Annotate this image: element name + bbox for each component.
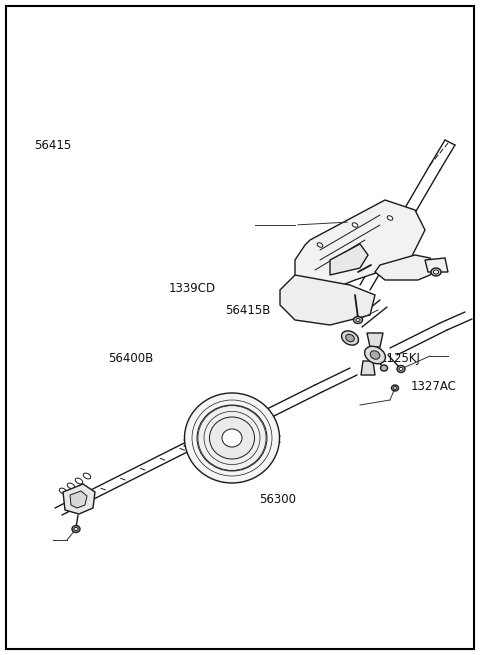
Text: 1339CD: 1339CD bbox=[169, 282, 216, 295]
Polygon shape bbox=[375, 255, 435, 280]
Ellipse shape bbox=[353, 316, 362, 324]
Ellipse shape bbox=[365, 346, 385, 364]
Text: 1125KJ: 1125KJ bbox=[379, 352, 420, 365]
Ellipse shape bbox=[352, 223, 358, 227]
Text: 56300: 56300 bbox=[259, 493, 296, 506]
Polygon shape bbox=[367, 333, 383, 347]
Ellipse shape bbox=[184, 393, 279, 483]
Polygon shape bbox=[425, 258, 448, 272]
Ellipse shape bbox=[399, 367, 403, 371]
Polygon shape bbox=[70, 491, 87, 508]
Ellipse shape bbox=[209, 417, 254, 459]
Text: 56415B: 56415B bbox=[225, 304, 270, 317]
Ellipse shape bbox=[431, 268, 441, 276]
Polygon shape bbox=[63, 484, 95, 514]
Ellipse shape bbox=[392, 385, 398, 391]
Ellipse shape bbox=[381, 365, 387, 371]
Text: 56400B: 56400B bbox=[108, 352, 153, 365]
Ellipse shape bbox=[433, 270, 439, 274]
Polygon shape bbox=[280, 275, 375, 325]
Ellipse shape bbox=[346, 334, 354, 342]
Text: 1327AC: 1327AC bbox=[410, 380, 456, 393]
Polygon shape bbox=[330, 244, 368, 275]
Ellipse shape bbox=[370, 351, 380, 359]
Ellipse shape bbox=[197, 405, 267, 471]
Ellipse shape bbox=[317, 243, 323, 247]
Ellipse shape bbox=[356, 318, 360, 322]
Ellipse shape bbox=[394, 386, 396, 390]
Text: 56415: 56415 bbox=[35, 139, 72, 152]
Ellipse shape bbox=[341, 331, 359, 345]
Ellipse shape bbox=[387, 215, 393, 220]
Polygon shape bbox=[361, 361, 375, 375]
Polygon shape bbox=[295, 200, 425, 295]
Ellipse shape bbox=[72, 525, 80, 533]
Ellipse shape bbox=[397, 365, 405, 373]
Ellipse shape bbox=[74, 527, 78, 531]
Ellipse shape bbox=[222, 429, 242, 447]
